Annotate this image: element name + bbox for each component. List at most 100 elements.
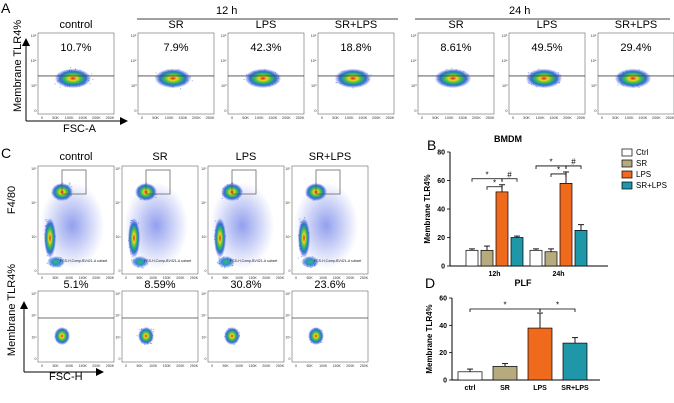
flow-plot-percent: 8.59%: [144, 279, 175, 291]
svg-text:0: 0: [125, 276, 127, 280]
panel-b-letter: B: [427, 137, 436, 153]
gate-box: [315, 169, 341, 195]
y-tick-label: 0: [441, 264, 445, 271]
panel-a-ylabel: Membrane TLR4%: [12, 20, 24, 112]
svg-text:0: 0: [321, 116, 323, 120]
svg-text:10³: 10³: [201, 335, 207, 339]
svg-text:150K: 150K: [268, 116, 277, 120]
flow-plot-percent: 42.3%: [250, 42, 281, 54]
svg-text:100K: 100K: [149, 364, 158, 368]
svg-text:10⁴: 10⁴: [311, 59, 317, 63]
svg-text:200K: 200K: [176, 364, 185, 368]
bar-SR+LPS-24h: [574, 230, 588, 267]
flow-plot-percent: 29.4%: [620, 42, 651, 54]
flow-plot-frame: [291, 290, 369, 363]
svg-text:50K: 50K: [52, 276, 59, 280]
svg-text:200K: 200K: [652, 116, 661, 120]
svg-text:10³: 10³: [591, 84, 597, 88]
svg-text:50K: 50K: [242, 116, 249, 120]
svg-text:150K: 150K: [458, 116, 467, 120]
svg-text:10⁵: 10⁵: [311, 34, 317, 38]
svg-text:150K: 150K: [358, 116, 367, 120]
flow-plot-percent: 5.1%: [63, 279, 88, 291]
bar-SR-12h: [480, 249, 494, 267]
svg-text:50K: 50K: [152, 116, 159, 120]
svg-text:50K: 50K: [332, 116, 339, 120]
svg-text:10⁴: 10⁴: [221, 59, 227, 63]
gate-box: [61, 169, 87, 195]
flow-plot-c-3: SR+LPS FCS-H,Comp-BV421-A subset 10⁵ 10⁴ 10³…: [285, 151, 369, 368]
chart-d-ylabel: Membrane TLR4%: [425, 304, 434, 373]
svg-text:250K: 250K: [206, 116, 215, 120]
svg-text:100K: 100K: [65, 276, 74, 280]
flow-plot-a-3: SR+LPS 18.8% 10⁵ 10⁴ 10³ 0 0 50K 100K 150K 200K 250…: [311, 19, 395, 120]
significance-bracket: [539, 308, 576, 313]
legend-swatch: [621, 181, 633, 190]
svg-text:0: 0: [314, 109, 316, 113]
svg-text:0: 0: [601, 116, 603, 120]
svg-text:0: 0: [594, 109, 596, 113]
flow-plot-a-5: LPS 49.5% 10⁵ 10⁴ 10³ 0 0 50K 100K 150K 200K 250K: [502, 19, 586, 120]
svg-text:200K: 200K: [176, 276, 185, 280]
svg-text:100K: 100K: [235, 276, 244, 280]
flow-plot-a-2: LPS 42.3% 10⁵ 10⁴ 10³ 0 0 50K 100K 150K 200K 250K: [221, 19, 305, 120]
svg-text:10³: 10³: [31, 84, 37, 88]
svg-text:50K: 50K: [306, 364, 313, 368]
svg-text:10⁴: 10⁴: [285, 201, 291, 205]
group-12h-label: 12 h: [216, 5, 237, 17]
gate-box: [231, 169, 257, 195]
flow-plot-label: control: [59, 19, 92, 31]
panel-c-row1-label: F4/80: [6, 186, 18, 214]
svg-text:0: 0: [211, 276, 213, 280]
panel-a-xlabel: FSC-A: [63, 123, 97, 135]
svg-text:250K: 250K: [360, 276, 369, 280]
svg-text:250K: 250K: [577, 116, 586, 120]
legend-label: Ctrl: [636, 148, 649, 157]
svg-text:150K: 150K: [163, 276, 172, 280]
panel-c-xlabel: FSC-H: [49, 371, 83, 383]
svg-text:150K: 150K: [333, 364, 342, 368]
svg-text:50K: 50K: [136, 276, 143, 280]
svg-text:0: 0: [205, 357, 207, 361]
svg-text:200K: 200K: [92, 364, 101, 368]
svg-text:10⁵: 10⁵: [31, 167, 37, 171]
svg-text:10⁴: 10⁴: [31, 314, 37, 318]
significance-bracket: [486, 186, 503, 190]
significance-mark: *: [556, 301, 559, 310]
svg-text:200K: 200K: [563, 116, 572, 120]
svg-text:200K: 200K: [192, 116, 201, 120]
flow-plot-a-1: SR 7.9% 10⁵ 10⁴ 10³ 0 0 50K 100K 150K 200K 250K: [131, 19, 215, 120]
svg-text:0: 0: [134, 109, 136, 113]
svg-text:0: 0: [41, 276, 43, 280]
svg-text:150K: 150K: [333, 276, 342, 280]
legend-label: SR: [636, 159, 647, 168]
svg-text:150K: 150K: [79, 276, 88, 280]
svg-text:250K: 250K: [276, 276, 285, 280]
panel-c-letter: C: [1, 145, 11, 161]
x-tick-label: ctrl: [465, 385, 476, 392]
svg-text:10⁵: 10⁵: [591, 34, 597, 38]
svg-text:0: 0: [141, 116, 143, 120]
legend-label: LPS: [636, 170, 651, 179]
bar-LPS: [527, 327, 553, 381]
svg-text:0: 0: [35, 269, 37, 273]
svg-text:200K: 200K: [282, 116, 291, 120]
significance-bracket: [565, 165, 582, 169]
svg-text:50K: 50K: [222, 276, 229, 280]
svg-text:10⁵: 10⁵: [201, 167, 207, 171]
svg-text:250K: 250K: [106, 276, 115, 280]
bar-SR: [492, 365, 518, 381]
svg-text:10³: 10³: [285, 235, 291, 239]
svg-text:0: 0: [421, 116, 423, 120]
svg-text:10⁴: 10⁴: [201, 201, 207, 205]
chart-d-title: PLF: [515, 278, 533, 288]
svg-text:10⁵: 10⁵: [411, 34, 417, 38]
bar-ctrl: [457, 371, 483, 381]
svg-text:200K: 200K: [92, 116, 101, 120]
svg-text:250K: 250K: [106, 116, 115, 120]
svg-text:10⁴: 10⁴: [201, 314, 207, 318]
chart-b-title: BMDM: [494, 134, 522, 144]
gate-note: FCS-H,Comp-BV421-A subset: [144, 259, 191, 263]
